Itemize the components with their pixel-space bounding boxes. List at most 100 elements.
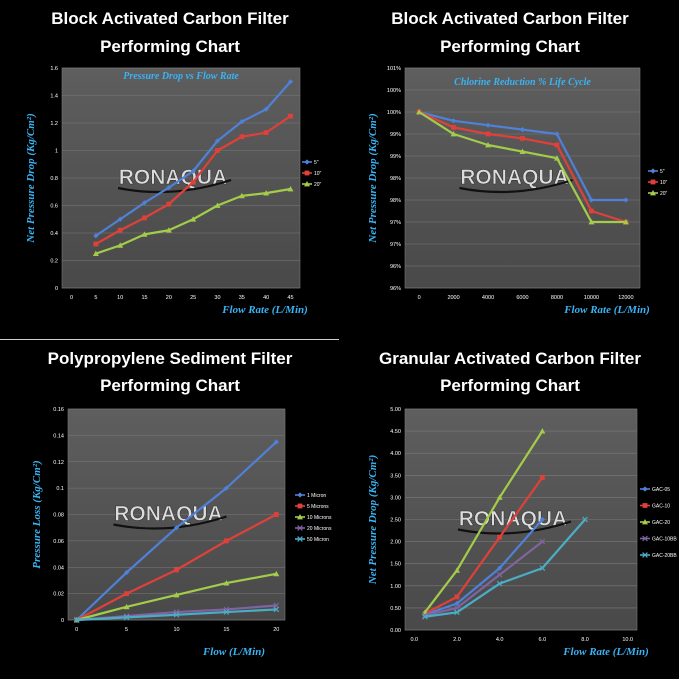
legend-label: GAC-05 <box>652 487 670 493</box>
data-point <box>519 127 526 133</box>
legend-marker <box>642 519 648 525</box>
data-point <box>223 580 230 586</box>
data-point <box>123 603 130 610</box>
data-point <box>141 200 148 206</box>
data-point <box>496 494 503 500</box>
x-tick-label: 15 <box>223 627 229 633</box>
x-axis-label: Flow (L/Min) <box>202 646 265 658</box>
legend-marker <box>304 181 310 187</box>
y-tick-label: 0.2 <box>50 259 58 265</box>
data-point <box>123 614 130 621</box>
data-point <box>165 227 172 233</box>
x-tick-label: 15 <box>141 295 147 301</box>
data-point <box>450 131 457 137</box>
y-tick-label: 1.00 <box>390 584 401 590</box>
y-tick-label: 0.02 <box>53 592 64 598</box>
legend-marker <box>297 492 303 498</box>
chart-title-line: Block Activated Carbon Filter <box>51 9 289 28</box>
x-tick-label: 40 <box>263 295 269 301</box>
legend-label: 5 Microns <box>307 504 329 510</box>
x-tick-label: 6000 <box>516 295 528 301</box>
chart-1: Block Activated Carbon Filter Performing … <box>25 9 322 316</box>
x-tick-label: 10 <box>117 295 123 301</box>
data-point <box>273 512 279 517</box>
data-point <box>239 134 245 140</box>
x-tick-label: 45 <box>287 295 293 301</box>
data-point <box>287 186 294 192</box>
data-point <box>142 215 147 221</box>
data-point <box>496 580 503 587</box>
data-point <box>93 241 99 247</box>
y-tick-label: 0.16 <box>53 407 64 413</box>
y-tick-label: 0 <box>55 286 58 292</box>
x-axis-label: Flow Rate (L/Min) <box>563 304 650 316</box>
data-point <box>288 113 293 119</box>
watermark-text: RONAQUA <box>460 166 569 189</box>
data-point <box>123 569 130 576</box>
x-tick-label: 35 <box>239 295 245 301</box>
legend-marker <box>642 503 648 508</box>
y-tick-label: 0.1 <box>56 486 64 492</box>
data-point <box>582 516 588 523</box>
data-point <box>485 142 492 148</box>
legend-marker <box>304 159 310 165</box>
y-tick-label: 97% <box>390 242 401 248</box>
y-tick-label: 100% <box>387 110 401 116</box>
legend-label: GAC-10 <box>652 503 670 509</box>
legend-label: 1 Micron <box>307 493 326 499</box>
data-point <box>588 219 595 225</box>
y-tick-label: 5.00 <box>390 407 401 413</box>
legend-label: GAC-20 <box>652 520 670 526</box>
data-point <box>214 202 221 208</box>
data-point <box>117 227 123 233</box>
data-point <box>454 594 460 600</box>
y-axis-label: Net Pressure Drop (Kg/Cm²) <box>367 455 379 586</box>
data-point <box>190 179 196 185</box>
data-point <box>539 475 545 480</box>
data-point <box>497 534 503 540</box>
data-point <box>450 118 457 124</box>
data-point <box>239 119 245 125</box>
chart-4: Granular Activated Carbon Filter Performi… <box>367 349 677 658</box>
y-tick-label: 1.2 <box>50 121 58 127</box>
legend-label: GAC-10BB <box>652 536 677 542</box>
data-point <box>485 122 491 128</box>
legend-marker <box>297 536 303 542</box>
legend-marker <box>304 170 310 176</box>
x-tick-label: 0 <box>418 295 421 301</box>
data-point <box>117 242 124 248</box>
data-point <box>93 233 99 239</box>
chart-subtitle: Chlorine Reduction % Life Cycle <box>454 77 591 88</box>
x-tick-label: 20 <box>166 295 172 301</box>
data-point <box>588 197 595 203</box>
data-point <box>623 197 629 203</box>
y-tick-label: 101% <box>387 66 401 72</box>
legend-label: GAC-20BB <box>652 553 677 559</box>
y-tick-label: 0.8 <box>50 176 58 182</box>
data-point <box>539 538 546 545</box>
data-point <box>124 591 129 597</box>
data-point <box>166 185 172 191</box>
y-tick-label: 100% <box>387 88 401 94</box>
x-axis-label: Flow Rate (L/Min) <box>221 304 308 316</box>
series-line <box>424 430 544 613</box>
series-line <box>424 476 544 615</box>
legend-marker <box>650 168 656 174</box>
y-tick-label: 0.6 <box>50 204 58 210</box>
y-axis-label: Pressure Loss (Kg/Cm²) <box>31 460 43 568</box>
data-point <box>496 571 503 578</box>
data-point <box>622 219 629 225</box>
watermark-swoosh <box>113 515 227 530</box>
data-point <box>224 538 229 544</box>
legend-label: 5" <box>660 169 665 175</box>
data-point <box>263 106 269 112</box>
x-tick-label: 0 <box>70 295 73 301</box>
chart-title-line: Performing Chart <box>440 37 580 56</box>
data-point <box>238 192 245 199</box>
data-point <box>539 428 546 434</box>
watermark-swoosh <box>459 178 573 194</box>
chart-title-line: Performing Chart <box>100 37 240 56</box>
series-line <box>424 518 544 616</box>
data-point <box>553 155 560 161</box>
